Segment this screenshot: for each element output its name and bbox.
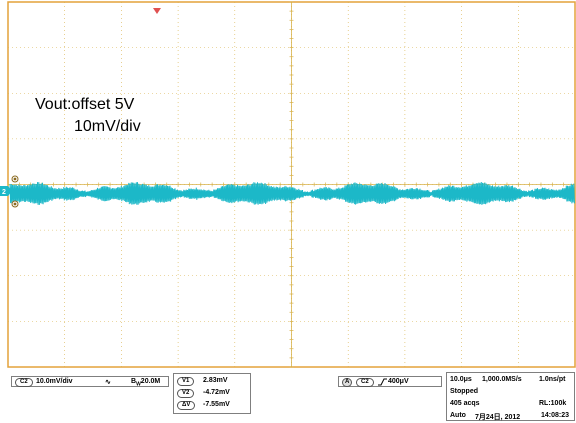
annotation-line2: 10mV/div bbox=[74, 118, 141, 135]
acquisition-time: 14:08:23 bbox=[541, 412, 570, 419]
resolution: 1.0ns/pt bbox=[539, 376, 566, 383]
trigger-level: 400μV bbox=[388, 378, 409, 385]
annotation-line1: Vout:offset 5V bbox=[35, 96, 135, 113]
trigger-readout[interactable]: A C2 400μV bbox=[338, 376, 442, 387]
trigger-sweep-mode: Auto bbox=[450, 412, 466, 419]
cursor-readout[interactable]: V1 2.83mV V2 -4.72mV ΔV -7.55mV bbox=[173, 373, 251, 414]
cursor-v2-tag: V2 bbox=[177, 389, 195, 398]
trigger-source: C2 bbox=[356, 378, 374, 387]
cursor-a-dot bbox=[13, 177, 17, 181]
graticule bbox=[7, 1, 576, 368]
record-length: RL:100k bbox=[539, 400, 567, 407]
scope-display: 2 bbox=[0, 1, 576, 368]
sample-rate: 1,000.0MS/s bbox=[482, 376, 522, 383]
cursor-delta-row: ΔV -7.55mV bbox=[177, 401, 230, 410]
cursor-v2-row: V2 -4.72mV bbox=[177, 389, 230, 398]
waveform-trace bbox=[9, 181, 575, 205]
channel-readout[interactable]: C2 10.0mV/div ∿ BW20.0M bbox=[11, 376, 169, 387]
cursor-delta-value: -7.55mV bbox=[203, 401, 230, 408]
channel-tag: C2 bbox=[15, 378, 33, 387]
cursor-v1-value: 2.83mV bbox=[203, 377, 228, 384]
trigger-mode: A bbox=[342, 378, 353, 387]
cursor-v2-value: -4.72mV bbox=[203, 389, 230, 396]
coupling-icon: ∿ bbox=[105, 379, 111, 386]
timebase: 10.0μs bbox=[450, 376, 472, 383]
acquisition-count: 405 acqs bbox=[450, 400, 480, 407]
rising-edge-icon bbox=[378, 378, 387, 386]
cursor-v1-tag: V1 bbox=[177, 377, 195, 386]
acquisition-date: 7月24日, 2012 bbox=[475, 414, 521, 421]
cursor-v1-row: V1 2.83mV bbox=[177, 377, 228, 386]
acquisition-state: Stopped bbox=[450, 388, 478, 395]
cursor-delta-tag: ΔV bbox=[177, 401, 196, 410]
bandwidth-limit: BW20.0M bbox=[131, 378, 161, 388]
channel-scale: 10.0mV/div bbox=[36, 378, 73, 385]
ground-marker: 2 bbox=[0, 186, 12, 196]
acquisition-readout[interactable]: 10.0μs 1,000.0MS/s 1.0ns/pt Stopped 405 … bbox=[446, 372, 575, 421]
cursor-b-dot bbox=[13, 202, 17, 206]
trigger-position-marker bbox=[153, 8, 161, 14]
ground-marker-label: 2 bbox=[2, 189, 6, 196]
status-bar: C2 10.0mV/div ∿ BW20.0M V1 2.83mV V2 -4.… bbox=[0, 368, 576, 423]
cursor-markers bbox=[11, 175, 19, 208]
